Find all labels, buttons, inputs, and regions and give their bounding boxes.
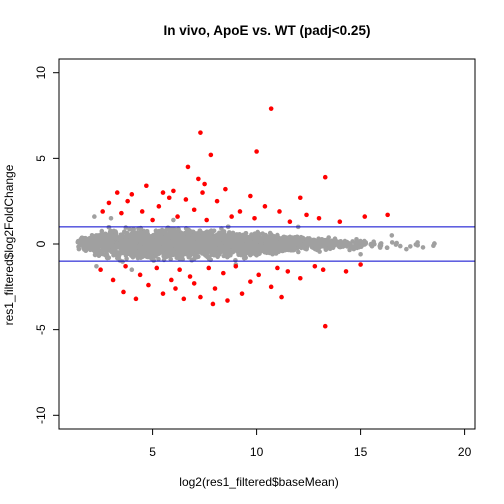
gene-point-ns xyxy=(296,249,301,255)
gene-point-ns xyxy=(111,228,117,234)
gene-point-ns xyxy=(91,235,96,240)
gene-point-ns xyxy=(96,249,101,255)
gene-point-ns xyxy=(104,233,109,238)
gene-point-ns xyxy=(117,252,122,257)
gene-point-ns xyxy=(221,253,227,259)
points-group xyxy=(75,106,437,329)
gene-point-ns xyxy=(304,246,309,252)
gene-point-ns xyxy=(280,237,286,243)
gene-point-ns xyxy=(102,242,107,247)
gene-point-ns xyxy=(92,252,98,258)
gene-point-ns xyxy=(104,253,110,258)
gene-point-ns xyxy=(272,235,277,240)
gene-point-ns xyxy=(415,243,420,248)
gene-point-ns xyxy=(309,243,315,248)
gene-point-ns xyxy=(389,240,395,245)
gene-point-ns xyxy=(96,253,102,258)
gene-point-ns xyxy=(394,240,400,246)
gene-point-ns xyxy=(179,233,184,239)
gene-point-ns xyxy=(372,241,377,247)
gene-point-ns xyxy=(330,240,336,246)
gene-point-ns xyxy=(214,234,219,240)
gene-point-ns xyxy=(194,254,199,260)
gene-point-ns xyxy=(152,253,158,259)
gene-point-ns xyxy=(205,254,210,259)
gene-point-ns xyxy=(205,250,210,255)
gene-point-ns xyxy=(176,227,181,232)
gene-point-ns xyxy=(303,240,308,245)
gene-point-ns xyxy=(99,228,105,234)
gene-point-ns xyxy=(96,236,101,242)
gene-point-ns xyxy=(223,233,229,238)
gene-point-ns xyxy=(163,228,168,233)
gene-point-ns xyxy=(384,245,390,250)
gene-point-ns xyxy=(93,239,98,244)
gene-point-ns xyxy=(156,256,161,262)
gene-point-ns xyxy=(153,228,159,233)
gene-point-ns xyxy=(256,231,262,237)
gene-point-ns xyxy=(243,231,249,236)
gene-point-ns xyxy=(83,248,89,253)
gene-point-ns xyxy=(116,255,121,261)
gene-point-ns xyxy=(307,236,312,241)
gene-point-ns xyxy=(356,239,361,245)
chart-title: In vivo, ApoE vs. WT (padj<0.25) xyxy=(164,23,371,38)
gene-point-ns xyxy=(137,230,143,235)
gene-point-ns xyxy=(398,243,403,249)
gene-point-ns xyxy=(211,252,217,258)
gene-point-ns xyxy=(378,241,383,247)
gene-point-ns xyxy=(139,236,144,241)
gene-point-ns xyxy=(123,239,128,245)
gene-point-ns xyxy=(347,242,352,248)
gene-point-ns xyxy=(226,251,232,256)
gene-point-ns xyxy=(268,250,274,255)
gene-point-ns xyxy=(296,236,302,242)
gene-point-ns xyxy=(108,234,114,240)
gene-point-ns xyxy=(221,230,227,235)
gene-point-ns xyxy=(159,229,164,234)
gene-point-ns xyxy=(189,257,195,263)
gene-point-ns xyxy=(110,245,115,250)
gene-point-ns xyxy=(86,243,91,248)
gene-point-ns xyxy=(122,243,127,249)
gene-point-ns xyxy=(105,238,111,244)
gene-point-ns xyxy=(233,258,238,263)
gene-point-ns xyxy=(93,245,99,251)
gene-point-ns xyxy=(326,235,332,240)
gene-point-ns xyxy=(124,256,129,262)
gene-point-ns xyxy=(89,241,95,246)
gene-point-ns xyxy=(342,243,348,248)
gene-point-ns xyxy=(408,244,413,249)
gene-point-ns xyxy=(262,249,268,255)
gene-point-ns xyxy=(273,239,278,244)
gene-point-ns xyxy=(129,250,135,256)
